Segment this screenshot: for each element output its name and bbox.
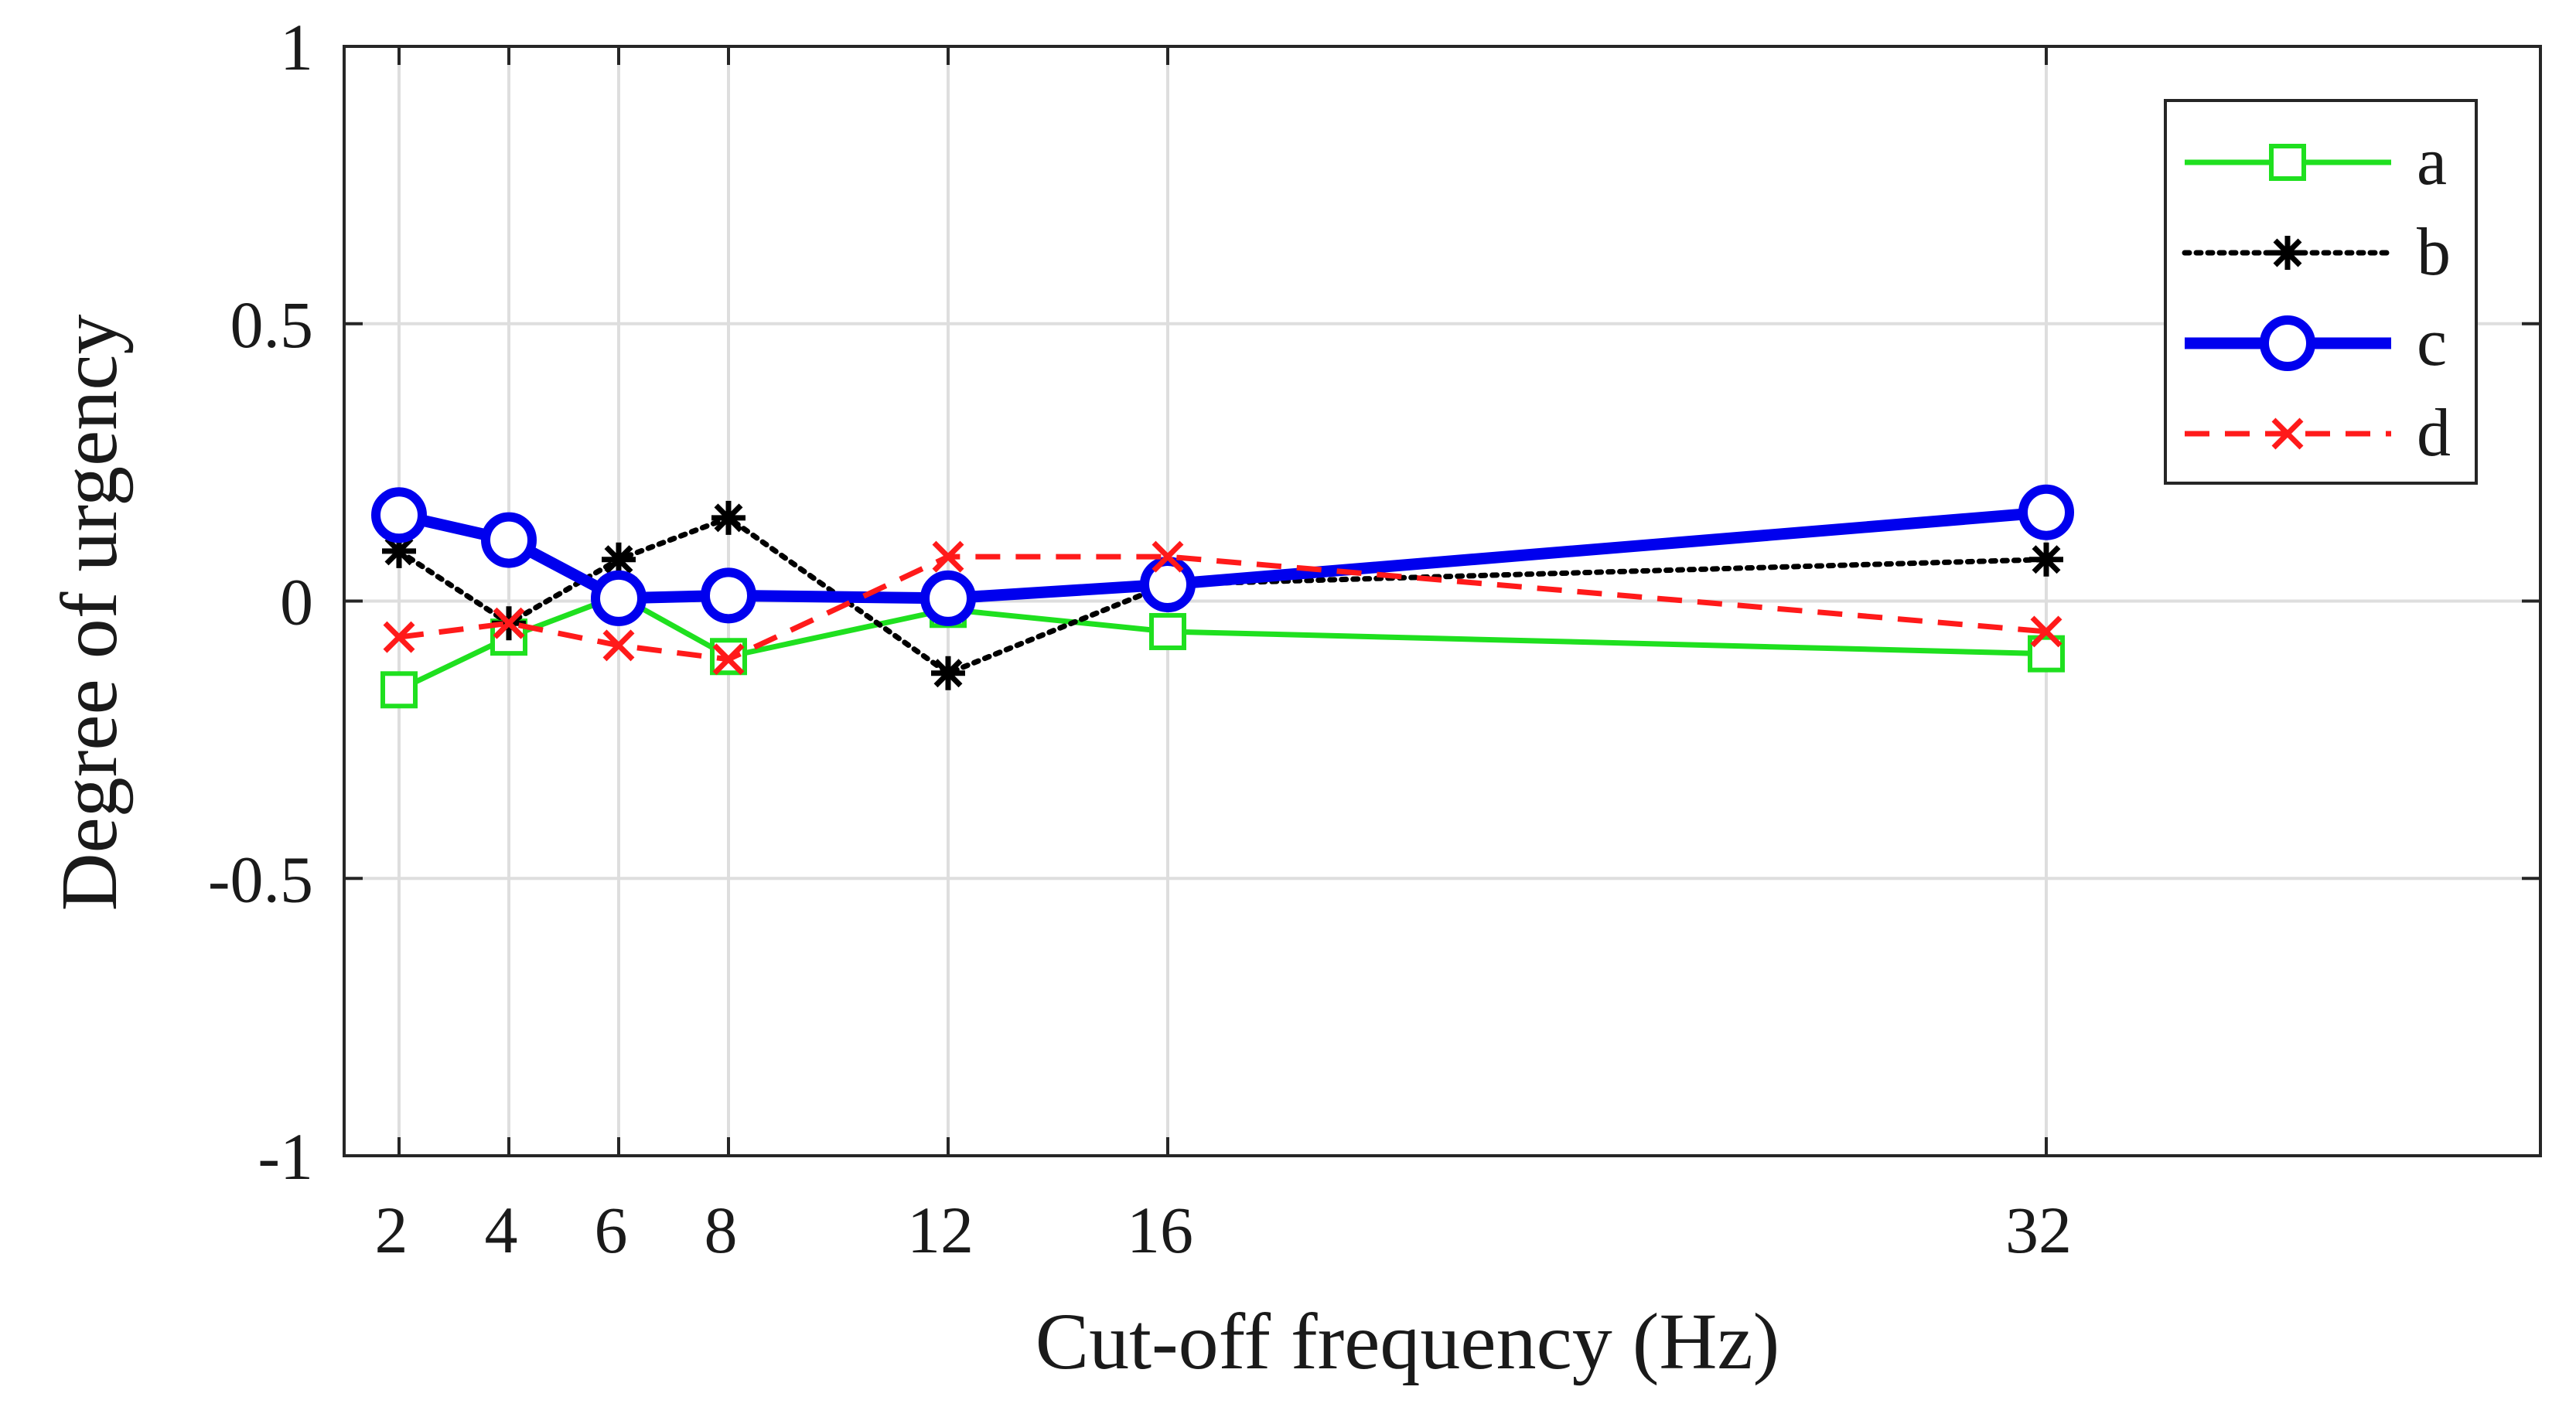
legend-item-b: b [2182,215,2451,290]
x-tick-label: 2 [375,1193,408,1267]
legend-marker-a [2269,144,2306,181]
x-tick-label: 8 [705,1193,738,1267]
x-tick-label: 32 [2005,1193,2072,1267]
x-tick-label: 16 [1127,1193,1193,1267]
x-tick-label: 6 [595,1193,628,1267]
series-group [371,484,2074,709]
legend-item-c: c [2185,305,2447,380]
legend-label-a: a [2417,124,2447,199]
series-c [371,484,2074,626]
legend-marker-c [2260,315,2315,371]
legend-label-c: c [2417,305,2447,380]
series-c-point [371,487,427,543]
series-d-point [1152,540,1184,573]
y-tick-label: 1 [280,10,313,84]
series-d-point [602,629,635,662]
series-d [383,540,2063,676]
y-axis-label: Degree of urgency [45,315,134,911]
x-tick-label: 12 [907,1193,974,1267]
series-b-point [931,656,965,690]
y-tick-label: -1 [258,1119,313,1194]
series-a-point [380,671,418,709]
series-a-point [1149,612,1186,650]
legend-label-b: b [2417,215,2451,290]
legend-label-d: d [2417,396,2451,471]
series-c-point [591,570,647,626]
series-d-point [493,607,525,639]
legend-marker-b [2271,236,2305,270]
y-tick-label: 0.5 [230,288,314,362]
legend-item-d: d [2185,396,2451,471]
series-d-point [2030,615,2063,648]
series-b-point [602,542,636,577]
series-c-point [701,567,756,624]
x-axis-label: Cut-off frequency (Hz) [1036,1297,1780,1386]
series-b-point [382,533,416,568]
series-c-point [920,570,976,626]
series-c-point [1140,556,1196,612]
y-tick-label: 0 [280,565,313,639]
y-tick-label: -0.5 [208,842,313,916]
axis-ticks: 2 4 6 8 12 16 32 -1 -0.5 0 0.5 1 [208,10,2540,1267]
series-d-point [712,643,745,676]
series-d-point [383,621,415,653]
legend-marker-d [2271,417,2304,450]
series-c-point [2018,484,2074,540]
series-c-line [397,506,2047,605]
x-tick-label: 4 [485,1193,518,1267]
series-b-point [711,500,746,535]
legend-item-a: a [2185,124,2447,199]
series-d-point [932,540,964,573]
series-b-point [2029,542,2063,577]
series-c-point [481,512,537,568]
